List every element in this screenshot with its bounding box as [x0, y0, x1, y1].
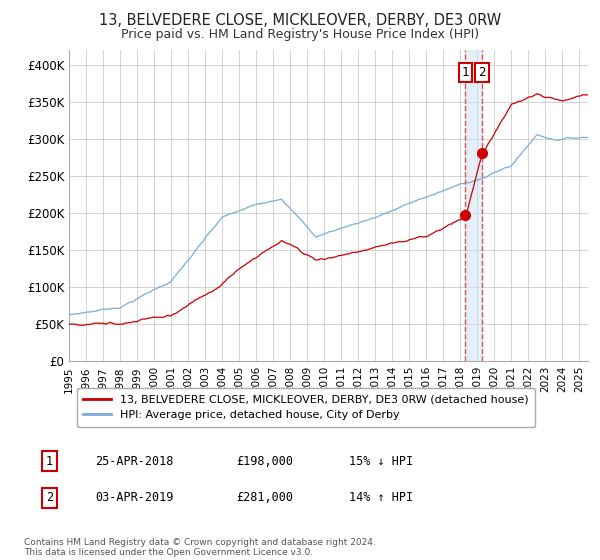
Text: £281,000: £281,000	[236, 491, 293, 504]
Text: 2: 2	[478, 66, 485, 78]
Legend: 13, BELVEDERE CLOSE, MICKLEOVER, DERBY, DE3 0RW (detached house), HPI: Average p: 13, BELVEDERE CLOSE, MICKLEOVER, DERBY, …	[77, 388, 535, 427]
Text: £198,000: £198,000	[236, 455, 293, 468]
Text: Price paid vs. HM Land Registry's House Price Index (HPI): Price paid vs. HM Land Registry's House …	[121, 28, 479, 41]
Bar	[466, 50, 482, 361]
Text: 2: 2	[46, 491, 53, 504]
Text: 1: 1	[462, 66, 469, 78]
Text: 13, BELVEDERE CLOSE, MICKLEOVER, DERBY, DE3 0RW: 13, BELVEDERE CLOSE, MICKLEOVER, DERBY, …	[99, 13, 501, 28]
Text: 14% ↑ HPI: 14% ↑ HPI	[349, 491, 413, 504]
Text: Contains HM Land Registry data © Crown copyright and database right 2024.
This d: Contains HM Land Registry data © Crown c…	[24, 538, 376, 557]
Text: 03-APR-2019: 03-APR-2019	[95, 491, 174, 504]
Text: 1: 1	[46, 455, 53, 468]
Text: 25-APR-2018: 25-APR-2018	[95, 455, 174, 468]
Text: 15% ↓ HPI: 15% ↓ HPI	[349, 455, 413, 468]
